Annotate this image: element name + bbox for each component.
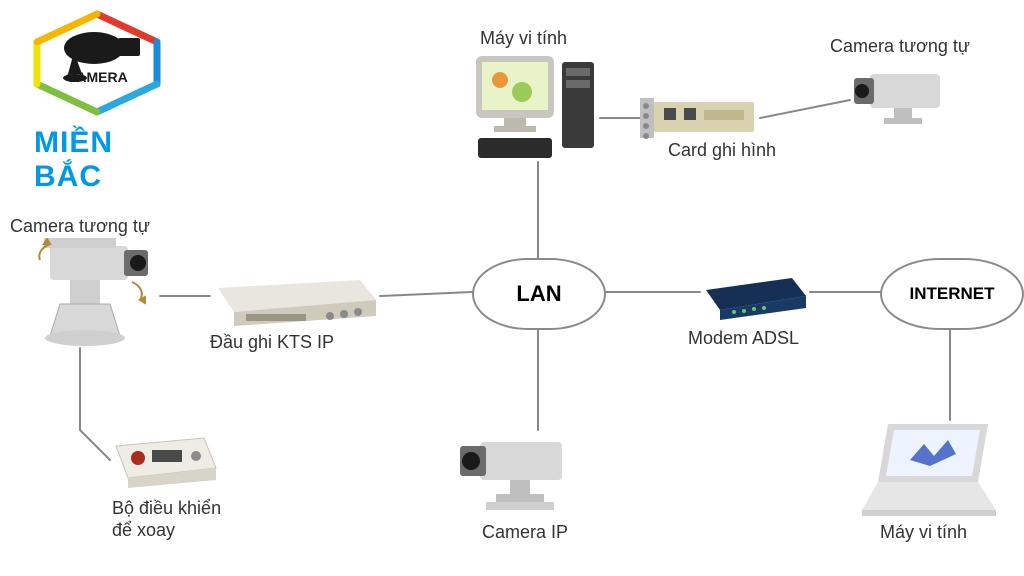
- label-pc-top: Máy vi tính: [480, 28, 567, 49]
- label-cam-analog-r: Camera tương tự: [830, 36, 970, 57]
- label-dvr: Đầu ghi KTS IP: [210, 332, 334, 353]
- ptz-controller-icon: [110, 430, 220, 492]
- lan-cloud: LAN: [472, 258, 606, 330]
- internet-label: INTERNET: [910, 284, 995, 304]
- ip-camera-icon: [460, 430, 590, 514]
- label-capture-card: Card ghi hình: [668, 140, 776, 161]
- label-controller-2: để xoay: [112, 520, 175, 541]
- label-modem: Modem ADSL: [688, 328, 799, 349]
- label-laptop: Máy vi tính: [880, 522, 967, 543]
- lan-label: LAN: [516, 281, 561, 307]
- capture-card-icon: [640, 96, 760, 140]
- adsl-modem-icon: [700, 272, 810, 320]
- internet-cloud: INTERNET: [880, 258, 1024, 330]
- dvr-recorder-icon: [210, 272, 380, 328]
- label-cam-analog-l: Camera tương tự: [10, 216, 150, 237]
- analog-camera-left-icon: [20, 238, 160, 348]
- label-controller-1: Bộ điều khiển: [112, 498, 221, 519]
- desktop-pc-icon: [470, 52, 600, 162]
- diagram-stage: CAMERA MIỀN BẮC LAN INTERNET: [0, 0, 1024, 576]
- analog-camera-right-icon: [850, 60, 970, 130]
- label-cam-ip: Camera IP: [482, 522, 568, 543]
- laptop-icon: [860, 420, 1000, 516]
